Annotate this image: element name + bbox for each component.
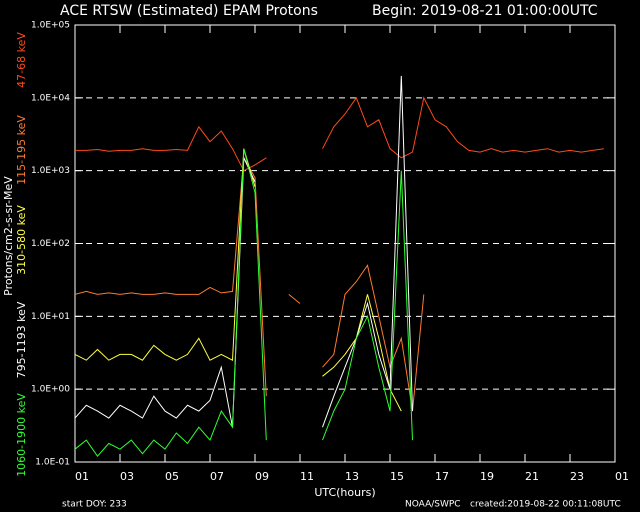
- x-tick-label: 19: [480, 470, 494, 483]
- x-tick-label: 09: [255, 470, 269, 483]
- x-tick-label: 05: [165, 470, 179, 483]
- x-tick-label: 17: [435, 470, 449, 483]
- legend-label: 310-580 keV: [15, 205, 28, 275]
- chart-title: ACE RTSW (Estimated) EPAM Protons: [60, 3, 318, 19]
- legend-label: 1060-1900 keV: [15, 393, 28, 477]
- footer-center: NOAA/SWPC: [405, 500, 461, 510]
- series-line: [74, 148, 402, 412]
- series-line: [75, 96, 604, 172]
- y-tick-label: 1.0E+03: [31, 166, 70, 176]
- x-tick-label: 03: [120, 470, 134, 483]
- x-tick-label: 23: [570, 470, 584, 483]
- legend-label: 47-68 keV: [15, 32, 28, 88]
- footer-left: start DOY: 233: [62, 500, 127, 510]
- x-tick-label: 15: [390, 470, 404, 483]
- legend-label: 115-195 keV: [15, 115, 28, 185]
- x-axis-label: UTC(hours): [314, 486, 375, 499]
- y-tick-label: 1.0E+05: [31, 21, 70, 31]
- x-tick-label: 01: [615, 470, 629, 483]
- footer-right: created:2019-08-22 00:11:08UTC: [470, 500, 621, 510]
- y-axis-label: Protons/cm2-s-sr-MeV: [2, 176, 15, 296]
- x-tick-label: 01: [75, 470, 89, 483]
- y-tick-label: 1.0E+01: [31, 312, 70, 322]
- chart-subtitle: Begin: 2019-08-21 01:00:00UTC: [372, 3, 598, 19]
- x-tick-label: 13: [345, 470, 359, 483]
- y-tick-label: 1.0E+04: [31, 93, 70, 103]
- series-line: [74, 75, 413, 428]
- series-line: [74, 156, 425, 412]
- legend-label: 795-1193 keV: [15, 301, 28, 378]
- y-tick-label: 1.0E+02: [31, 239, 70, 249]
- x-tick-label: 21: [525, 470, 539, 483]
- y-tick-label: 1.0E-01: [35, 458, 70, 468]
- x-tick-label: 07: [210, 470, 224, 483]
- x-tick-label: 11: [300, 470, 314, 483]
- y-tick-label: 1.0E+00: [31, 385, 70, 395]
- series-line: [74, 148, 413, 458]
